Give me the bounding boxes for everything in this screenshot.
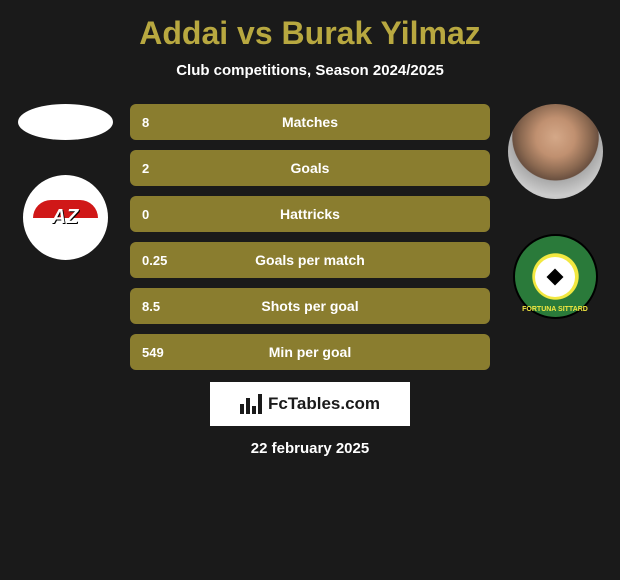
player-right-avatar bbox=[508, 104, 603, 199]
player-right-column: FORTUNA SITTARD bbox=[500, 104, 610, 319]
stat-bar-hattricks: 0 Hattricks bbox=[130, 196, 490, 232]
stat-bar-min-per-goal: 549 Min per goal bbox=[130, 334, 490, 370]
stat-bar-matches: 8 Matches bbox=[130, 104, 490, 140]
stat-bar-shots-per-goal: 8.5 Shots per goal bbox=[130, 288, 490, 324]
player-left-column: AZ bbox=[10, 104, 120, 260]
subtitle: Club competitions, Season 2024/2025 bbox=[10, 62, 610, 79]
player-left-avatar-placeholder bbox=[18, 104, 113, 140]
player-right-club-badge: FORTUNA SITTARD bbox=[513, 234, 598, 319]
infographic-container: Addai vs Burak Yilmaz Club competitions,… bbox=[10, 15, 610, 575]
stat-label: Hattricks bbox=[142, 206, 478, 222]
stat-value: 2 bbox=[142, 161, 149, 176]
az-badge-text: AZ bbox=[52, 206, 79, 229]
content-row: AZ 8 Matches 2 Goals 0 Hattricks 0.25 Go… bbox=[10, 104, 610, 370]
stat-value: 0.25 bbox=[142, 253, 167, 268]
stat-label: Goals per match bbox=[142, 252, 478, 268]
stat-value: 549 bbox=[142, 345, 164, 360]
stat-label: Goals bbox=[142, 160, 478, 176]
player-left-club-badge: AZ bbox=[23, 175, 108, 260]
stat-value: 0 bbox=[142, 207, 149, 222]
fortuna-badge-text: FORTUNA SITTARD bbox=[515, 306, 596, 313]
fortuna-ball-icon bbox=[535, 257, 575, 297]
stat-label: Min per goal bbox=[142, 344, 478, 360]
stat-value: 8 bbox=[142, 115, 149, 130]
stat-label: Matches bbox=[142, 114, 478, 130]
date: 22 february 2025 bbox=[10, 440, 610, 457]
stat-bar-goals: 2 Goals bbox=[130, 150, 490, 186]
az-badge-inner: AZ bbox=[33, 200, 98, 236]
fctables-badge: FcTables.com bbox=[210, 382, 410, 426]
page-title: Addai vs Burak Yilmaz bbox=[10, 15, 610, 52]
stat-bar-goals-per-match: 0.25 Goals per match bbox=[130, 242, 490, 278]
stats-column: 8 Matches 2 Goals 0 Hattricks 0.25 Goals… bbox=[130, 104, 490, 370]
fctables-bars-icon bbox=[240, 394, 262, 414]
stat-value: 8.5 bbox=[142, 299, 160, 314]
fctables-text: FcTables.com bbox=[268, 394, 380, 414]
stat-label: Shots per goal bbox=[142, 298, 478, 314]
